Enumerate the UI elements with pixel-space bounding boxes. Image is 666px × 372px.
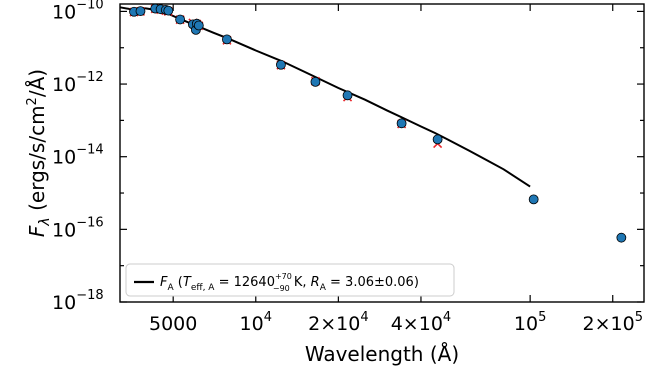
y-tick-label-exp: −18 <box>76 288 103 303</box>
x-tick-label-base: 2×10 <box>308 313 360 335</box>
y-tick-label: 10−12 <box>52 70 104 96</box>
legend-open: ( <box>174 275 183 290</box>
observed-data-point <box>222 34 232 45</box>
x-axis-ticks: 5000 104 2×104 4×104 105 2×105 <box>149 4 643 335</box>
y-tick-label: 10−10 <box>52 0 104 23</box>
observed-photometry-series <box>129 3 627 243</box>
x-tick-label: 5000 <box>149 313 197 335</box>
x-tick-label: 2×105 <box>583 310 643 335</box>
plot-frame <box>119 3 645 303</box>
y-axis-label: Fλ (ergs/s/cm2/Å) <box>25 69 53 237</box>
y-tick-label-exp: −14 <box>76 143 103 158</box>
y-tick-label-base: 10 <box>52 219 76 241</box>
observed-data-point <box>396 118 407 129</box>
x-tick-label-exp: 5 <box>538 310 546 325</box>
y-tick-label: 10−18 <box>52 288 104 314</box>
legend-label: FA (Teff, A = 12640+70 −90 K, RA = 3.06±0… <box>160 272 419 293</box>
legend-r-value: = 3.06±0.06) <box>326 275 419 290</box>
legend-r: R <box>311 275 320 290</box>
x-tick-label: 104 <box>240 310 272 335</box>
x-axis-label: Wavelength (Å) <box>305 342 459 366</box>
y-tick-label-base: 10 <box>52 147 76 169</box>
x-tick-label: 4×104 <box>391 310 451 335</box>
legend-var-sub: A <box>167 283 174 293</box>
x-tick-label-base: 10 <box>240 313 264 335</box>
observed-data-point <box>310 76 321 87</box>
y-tick-label-exp: −16 <box>76 215 103 230</box>
observed-data-point <box>528 194 539 205</box>
x-tick-label-exp: 4 <box>360 310 368 325</box>
legend-var: F <box>160 275 168 290</box>
model-line-series <box>119 6 531 188</box>
observed-data-point <box>276 59 286 70</box>
model-photometry-series <box>129 4 443 149</box>
y-tick-label-exp: −10 <box>76 0 103 12</box>
x-tick-label: 105 <box>514 310 546 335</box>
y-axis-label-unit: (ergs/s/cm <box>25 105 49 217</box>
legend-teff: T <box>183 275 192 290</box>
legend-r-sub: A <box>320 283 327 293</box>
x-tick-label-base: 10 <box>514 313 538 335</box>
legend-teff-upper-error: +70 <box>275 272 292 281</box>
legend-teff-lower-error: −90 <box>273 284 290 293</box>
y-tick-label: 10−16 <box>52 215 104 241</box>
x-tick-label-exp: 4 <box>264 310 272 325</box>
y-axis-label-unit-end: /Å) <box>25 69 49 97</box>
observed-data-point <box>135 6 146 17</box>
x-tick-label-base: 2×10 <box>583 313 635 335</box>
y-tick-label-base: 10 <box>52 1 76 23</box>
x-tick-label-exp: 5 <box>635 310 643 325</box>
y-axis-label-var: F <box>25 225 49 237</box>
observed-data-point <box>342 90 353 101</box>
observed-data-point <box>432 134 443 145</box>
y-tick-label-base: 10 <box>52 292 76 314</box>
y-tick-label-exp: −12 <box>76 70 103 85</box>
observed-data-point <box>175 14 186 25</box>
legend-teff-value: = 12640 <box>214 275 275 290</box>
legend: FA (Teff, A = 12640+70 −90 K, RA = 3.06±0… <box>125 263 455 297</box>
observed-data-point <box>163 5 174 16</box>
legend-unit: K, <box>290 275 311 290</box>
x-tick-label-base: 4×10 <box>391 313 443 335</box>
y-tick-label: 10−14 <box>52 143 104 169</box>
model-sed-line <box>119 6 531 188</box>
x-tick-label: 2×104 <box>308 310 368 335</box>
x-tick-label-exp: 4 <box>443 310 451 325</box>
legend-teff-sub: eff, A <box>191 283 215 293</box>
legend-box <box>125 263 455 297</box>
observed-data-point <box>616 232 627 243</box>
y-axis-label-unit-sup: 2 <box>25 97 40 105</box>
y-axis-label-sub: λ <box>37 217 53 226</box>
y-tick-label-base: 10 <box>52 74 76 96</box>
observed-data-point <box>193 20 204 31</box>
